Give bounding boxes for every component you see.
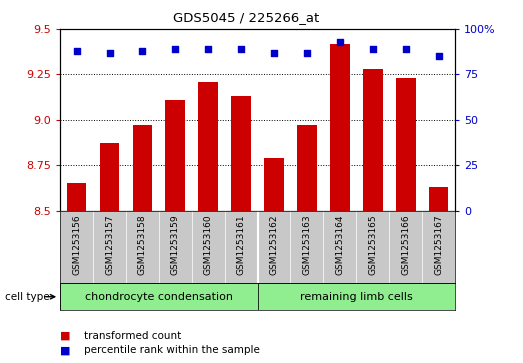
Text: ■: ■ bbox=[60, 345, 71, 355]
Text: GSM1253159: GSM1253159 bbox=[171, 214, 180, 275]
Text: GSM1253167: GSM1253167 bbox=[434, 214, 443, 275]
Point bbox=[336, 39, 344, 45]
Point bbox=[402, 46, 410, 52]
Text: ■: ■ bbox=[60, 331, 71, 341]
Text: GSM1253158: GSM1253158 bbox=[138, 214, 147, 275]
Bar bbox=[264, 158, 284, 211]
Point bbox=[72, 48, 81, 54]
Text: remaining limb cells: remaining limb cells bbox=[300, 292, 413, 302]
Text: GSM1253161: GSM1253161 bbox=[236, 214, 246, 275]
Text: transformed count: transformed count bbox=[84, 331, 181, 341]
Point bbox=[204, 46, 212, 52]
Bar bbox=[132, 125, 152, 211]
Text: GSM1253160: GSM1253160 bbox=[204, 214, 213, 275]
Bar bbox=[257, 283, 455, 310]
Text: cell type: cell type bbox=[5, 292, 50, 302]
Text: GSM1253163: GSM1253163 bbox=[302, 214, 311, 275]
Text: chondrocyte condensation: chondrocyte condensation bbox=[85, 292, 233, 302]
Bar bbox=[363, 69, 383, 211]
Point bbox=[303, 50, 311, 56]
Text: GSM1253164: GSM1253164 bbox=[335, 214, 344, 275]
Bar bbox=[297, 125, 317, 211]
Bar bbox=[67, 183, 86, 211]
Text: GSM1253156: GSM1253156 bbox=[72, 214, 81, 275]
Text: GSM1253165: GSM1253165 bbox=[368, 214, 377, 275]
Point bbox=[435, 53, 443, 59]
Bar bbox=[330, 44, 350, 211]
Text: GSM1253157: GSM1253157 bbox=[105, 214, 114, 275]
Bar bbox=[231, 96, 251, 211]
Point bbox=[105, 50, 113, 56]
Text: GSM1253166: GSM1253166 bbox=[401, 214, 410, 275]
Point bbox=[270, 50, 278, 56]
Bar bbox=[165, 100, 185, 211]
Point bbox=[171, 46, 179, 52]
Text: percentile rank within the sample: percentile rank within the sample bbox=[84, 345, 259, 355]
Text: GSM1253162: GSM1253162 bbox=[269, 214, 279, 275]
Point bbox=[237, 46, 245, 52]
Bar bbox=[100, 143, 119, 211]
Point bbox=[138, 48, 146, 54]
Bar bbox=[429, 187, 448, 211]
Bar bbox=[396, 78, 415, 211]
Bar bbox=[60, 283, 257, 310]
Point bbox=[369, 46, 377, 52]
Bar bbox=[198, 82, 218, 211]
Text: GDS5045 / 225266_at: GDS5045 / 225266_at bbox=[173, 11, 319, 24]
